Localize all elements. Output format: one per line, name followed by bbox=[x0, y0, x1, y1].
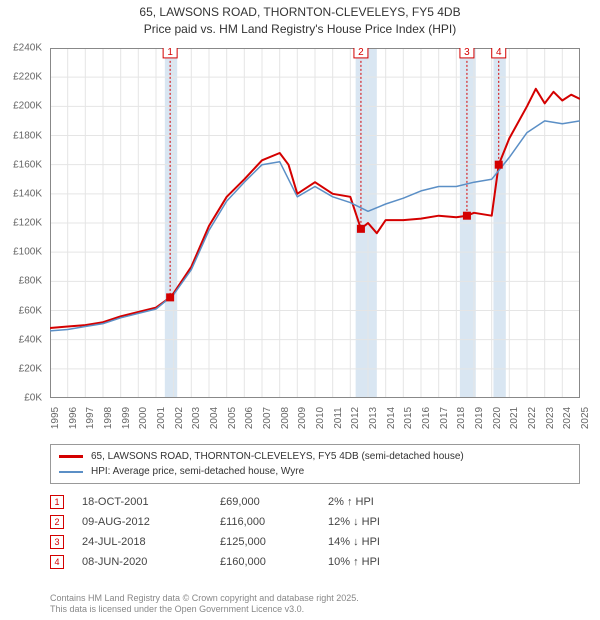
x-tick-label: 2022 bbox=[527, 407, 538, 429]
chart-svg: 1 2 3 4 bbox=[50, 48, 580, 398]
footer-line-1: Contains HM Land Registry data © Crown c… bbox=[50, 593, 580, 605]
legend-swatch-2 bbox=[59, 471, 83, 473]
x-tick-label: 2002 bbox=[174, 407, 185, 429]
x-tick-label: 2021 bbox=[509, 407, 520, 429]
x-tick-label: 2025 bbox=[580, 407, 591, 429]
footer-line-2: This data is licensed under the Open Gov… bbox=[50, 604, 580, 616]
annotation-price: £116,000 bbox=[220, 516, 310, 528]
x-tick-label: 2009 bbox=[297, 407, 308, 429]
title-line-2: Price paid vs. HM Land Registry's House … bbox=[0, 21, 600, 38]
legend-label-1: 65, LAWSONS ROAD, THORNTON-CLEVELEYS, FY… bbox=[91, 451, 464, 462]
legend-item-2: HPI: Average price, semi-detached house,… bbox=[59, 464, 571, 479]
annotation-row: 4 08-JUN-2020 £160,000 10% ↑ HPI bbox=[50, 552, 580, 572]
annotation-date: 09-AUG-2012 bbox=[82, 516, 202, 528]
legend-item-1: 65, LAWSONS ROAD, THORNTON-CLEVELEYS, FY… bbox=[59, 449, 571, 464]
annotation-marker: 4 bbox=[50, 555, 64, 569]
y-tick-label: £0K bbox=[24, 393, 42, 404]
x-tick-label: 2019 bbox=[474, 407, 485, 429]
x-tick-label: 2004 bbox=[209, 407, 220, 429]
x-tick-label: 2003 bbox=[191, 407, 202, 429]
annotation-date: 18-OCT-2001 bbox=[82, 496, 202, 508]
x-tick-label: 2018 bbox=[456, 407, 467, 429]
y-tick-label: £160K bbox=[13, 159, 42, 170]
y-tick-label: £200K bbox=[13, 101, 42, 112]
annotation-row: 3 24-JUL-2018 £125,000 14% ↓ HPI bbox=[50, 532, 580, 552]
x-tick-label: 2013 bbox=[368, 407, 379, 429]
annotation-table: 1 18-OCT-2001 £69,000 2% ↑ HPI 2 09-AUG-2012 £… bbox=[50, 492, 580, 572]
figure: 65, LAWSONS ROAD, THORNTON-CLEVELEYS, FY… bbox=[0, 0, 600, 620]
svg-text:3: 3 bbox=[464, 48, 470, 58]
y-tick-label: £240K bbox=[13, 43, 42, 54]
legend: 65, LAWSONS ROAD, THORNTON-CLEVELEYS, FY… bbox=[50, 444, 580, 484]
x-tick-label: 1998 bbox=[103, 407, 114, 429]
x-tick-label: 2024 bbox=[562, 407, 573, 429]
x-tick-label: 2012 bbox=[350, 407, 361, 429]
chart-title: 65, LAWSONS ROAD, THORNTON-CLEVELEYS, FY… bbox=[0, 0, 600, 42]
x-tick-label: 2017 bbox=[439, 407, 450, 429]
svg-text:2: 2 bbox=[358, 48, 364, 58]
x-tick-label: 2007 bbox=[262, 407, 273, 429]
annotation-pct: 12% ↓ HPI bbox=[328, 516, 448, 528]
x-tick-label: 2000 bbox=[138, 407, 149, 429]
x-tick-label: 2016 bbox=[421, 407, 432, 429]
title-line-1: 65, LAWSONS ROAD, THORNTON-CLEVELEYS, FY… bbox=[0, 4, 600, 21]
annotation-price: £69,000 bbox=[220, 496, 310, 508]
x-tick-label: 2015 bbox=[403, 407, 414, 429]
svg-text:4: 4 bbox=[496, 48, 502, 58]
annotation-marker: 3 bbox=[50, 535, 64, 549]
annotation-row: 1 18-OCT-2001 £69,000 2% ↑ HPI bbox=[50, 492, 580, 512]
x-tick-label: 2008 bbox=[280, 407, 291, 429]
y-tick-label: £220K bbox=[13, 72, 42, 83]
footer: Contains HM Land Registry data © Crown c… bbox=[50, 593, 580, 616]
annotation-pct: 2% ↑ HPI bbox=[328, 496, 448, 508]
x-tick-label: 1996 bbox=[68, 407, 79, 429]
chart-area: 1 2 3 4 bbox=[50, 48, 580, 398]
x-tick-label: 2001 bbox=[156, 407, 167, 429]
y-tick-label: £20K bbox=[19, 363, 42, 374]
y-tick-label: £80K bbox=[19, 276, 42, 287]
x-tick-label: 2020 bbox=[492, 407, 503, 429]
annotation-row: 2 09-AUG-2012 £116,000 12% ↓ HPI bbox=[50, 512, 580, 532]
annotation-marker: 2 bbox=[50, 515, 64, 529]
x-tick-label: 1997 bbox=[85, 407, 96, 429]
x-tick-label: 2023 bbox=[545, 407, 556, 429]
annotation-pct: 10% ↑ HPI bbox=[328, 556, 448, 568]
annotation-date: 08-JUN-2020 bbox=[82, 556, 202, 568]
y-tick-label: £100K bbox=[13, 247, 42, 258]
legend-label-2: HPI: Average price, semi-detached house,… bbox=[91, 466, 304, 477]
annotation-marker: 1 bbox=[50, 495, 64, 509]
x-tick-label: 2011 bbox=[333, 407, 344, 429]
y-axis-labels: £0K£20K£40K£60K£80K£100K£120K£140K£160K£… bbox=[0, 48, 46, 398]
x-tick-label: 2005 bbox=[227, 407, 238, 429]
x-tick-label: 2010 bbox=[315, 407, 326, 429]
annotation-price: £125,000 bbox=[220, 536, 310, 548]
svg-text:1: 1 bbox=[167, 48, 173, 58]
x-tick-label: 1999 bbox=[121, 407, 132, 429]
x-axis-labels: 1995 1996 1997 1998 1999 2000 2001 2002 2003 2004… bbox=[50, 398, 580, 438]
x-tick-label: 1995 bbox=[50, 407, 61, 429]
y-tick-label: £120K bbox=[13, 218, 42, 229]
annotation-date: 24-JUL-2018 bbox=[82, 536, 202, 548]
y-tick-label: £140K bbox=[13, 188, 42, 199]
annotation-pct: 14% ↓ HPI bbox=[328, 536, 448, 548]
y-tick-label: £40K bbox=[19, 334, 42, 345]
annotation-price: £160,000 bbox=[220, 556, 310, 568]
y-tick-label: £60K bbox=[19, 305, 42, 316]
x-tick-label: 2014 bbox=[386, 407, 397, 429]
legend-swatch-1 bbox=[59, 455, 83, 458]
y-tick-label: £180K bbox=[13, 130, 42, 141]
x-tick-label: 2006 bbox=[244, 407, 255, 429]
